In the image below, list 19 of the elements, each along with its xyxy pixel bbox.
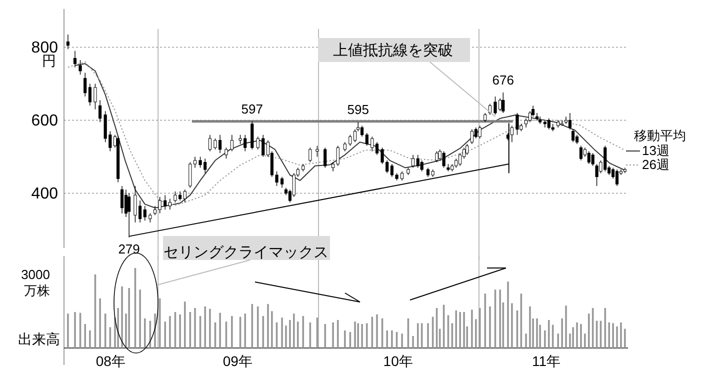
x-tick-label: 11年 — [532, 352, 561, 369]
text: 万株 — [24, 283, 50, 298]
legend-title: 移動平均 — [634, 128, 686, 143]
annotation: 279 — [118, 241, 140, 256]
annotation: 595 — [347, 102, 369, 118]
y-tick-label: 600 — [31, 112, 58, 130]
x-tick-label: 08年 — [96, 352, 126, 369]
annotation: セリングクライマックス — [164, 244, 328, 261]
y-tick-label: 400 — [31, 185, 58, 202]
text: 3000 — [21, 267, 50, 282]
annotation: 上値抵抗線を突破 — [333, 42, 453, 59]
legend-label: 26週 — [642, 157, 670, 172]
x-tick-label: 09年 — [222, 352, 252, 369]
annotation: 676 — [492, 72, 514, 88]
x-tick-label: 10年 — [383, 352, 413, 369]
legend-label: 13週 — [642, 143, 670, 158]
y-axis-title: 出来高 — [18, 331, 60, 347]
y-axis-title: 円 — [42, 52, 56, 68]
annotation: 597 — [241, 101, 263, 116]
